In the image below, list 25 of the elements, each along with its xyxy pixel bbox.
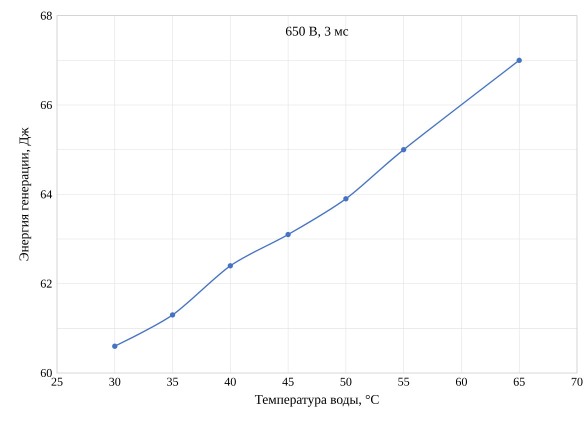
point	[112, 344, 118, 349]
point	[400, 146, 406, 152]
x-tick-label: 25	[52, 378, 63, 386]
y-axis-title: Энергия генерации, Дж	[19, 127, 32, 261]
x-tick-label: 70	[572, 378, 583, 386]
y-tick-label: 68	[40, 12, 52, 20]
x-tick-label: 45	[282, 378, 294, 386]
x-tick-label: 50	[340, 378, 352, 386]
y-tick-label: 62	[40, 280, 52, 288]
point	[516, 58, 522, 64]
point	[170, 312, 176, 318]
x-tick-label: 40	[224, 378, 236, 386]
y-tick-label: 60	[40, 368, 52, 378]
x-tick-label: 65	[514, 378, 525, 386]
x-tick-label: 35	[167, 378, 178, 386]
x-tick-label: 55	[398, 378, 410, 386]
point	[228, 263, 233, 268]
y-tick-label: 66	[40, 100, 52, 110]
x-tick-label: 60	[456, 378, 467, 386]
x-axis-title: Температура воды, °C	[254, 394, 379, 407]
text: 650 В, 3 мс	[286, 26, 348, 38]
y-tick-label: 64	[40, 190, 52, 198]
point	[285, 232, 291, 238]
point	[343, 196, 349, 202]
x-tick-label: 30	[109, 378, 120, 386]
